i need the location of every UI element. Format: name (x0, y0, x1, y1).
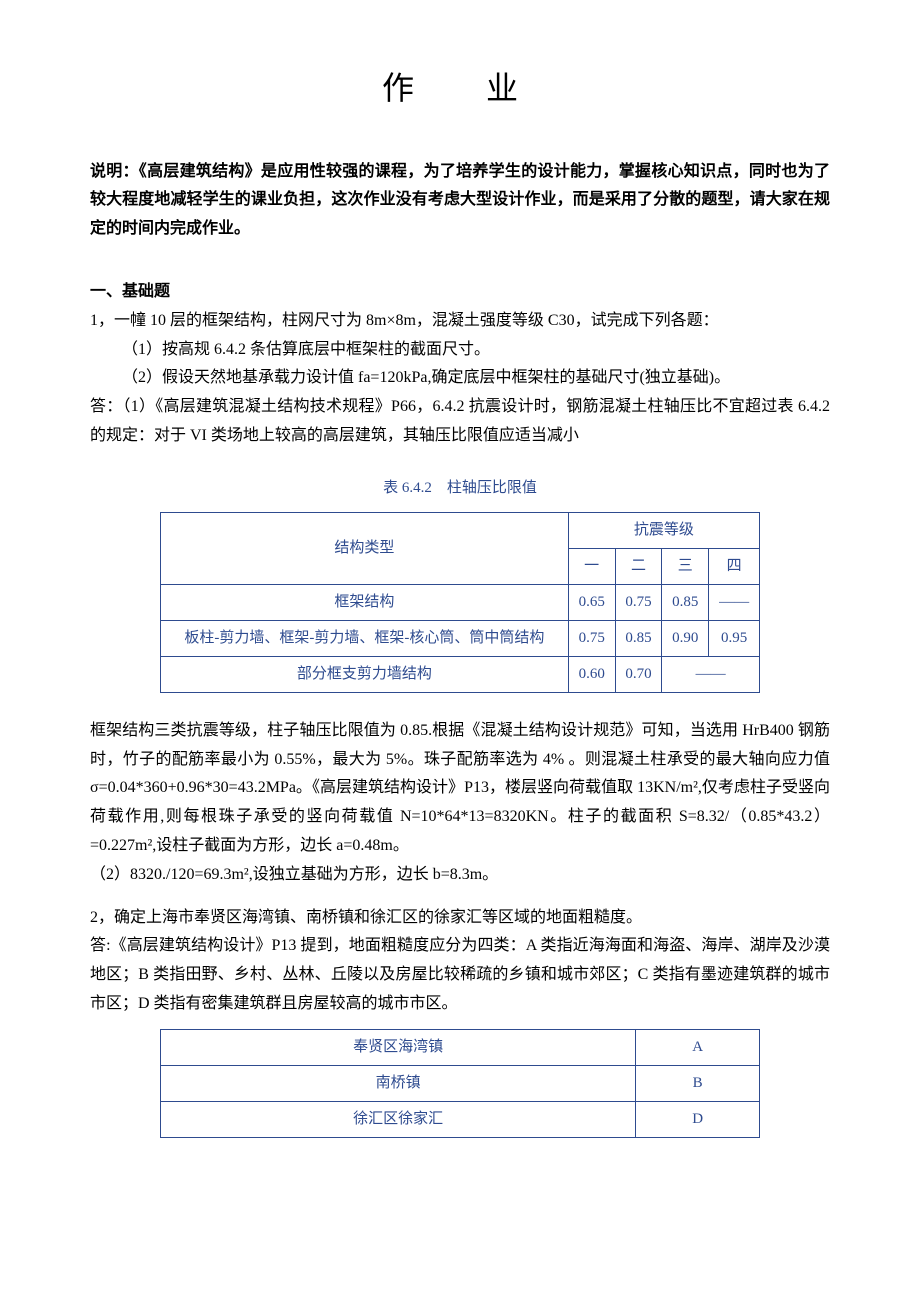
cell: 0.90 (662, 620, 709, 656)
row-name: 部分框支剪力墙结构 (161, 656, 569, 692)
table-row: 奉贤区海湾镇 A (161, 1029, 760, 1065)
header-struct-type: 结构类型 (161, 512, 569, 584)
cell: 0.75 (615, 584, 662, 620)
cell: 0.70 (615, 656, 662, 692)
cell-region: 奉贤区海湾镇 (161, 1029, 636, 1065)
row-name: 板柱-剪力墙、框架-剪力墙、框架-核心筒、筒中筒结构 (161, 620, 569, 656)
roughness-table: 奉贤区海湾镇 A 南桥镇 B 徐汇区徐家汇 D (160, 1029, 760, 1138)
question-1-sub1: （1）按高规 6.4.2 条估算底层中框架柱的截面尺寸。 (90, 336, 830, 365)
intro-paragraph: 说明：《高层建筑结构》是应用性较强的课程，为了培养学生的设计能力，掌握核心知识点… (90, 158, 830, 244)
cell-region: 南桥镇 (161, 1065, 636, 1101)
col-level-2: 二 (615, 548, 662, 584)
cell-class: D (636, 1101, 760, 1137)
answer-1-part2b: （2）8320./120=69.3m²,设独立基础为方形，边长 b=8.3m。 (90, 861, 830, 890)
cell: 0.60 (568, 656, 615, 692)
col-level-3: 三 (662, 548, 709, 584)
table-642: 结构类型 抗震等级 一 二 三 四 框架结构 0.65 0.75 0.85 ——… (160, 512, 760, 693)
cell-class: B (636, 1065, 760, 1101)
header-seismic-level: 抗震等级 (568, 512, 759, 548)
cell: —— (709, 584, 760, 620)
cell: 0.75 (568, 620, 615, 656)
table-642-caption: 表 6.4.2 柱轴压比限值 (90, 475, 830, 502)
answer-1-part1: 答：（1）《高层建筑混凝土结构技术规程》P66，6.4.2 抗震设计时，钢筋混凝… (90, 393, 830, 451)
section-1-header: 一、基础题 (90, 278, 830, 307)
cell-region: 徐汇区徐家汇 (161, 1101, 636, 1137)
row-name: 框架结构 (161, 584, 569, 620)
page-title: 作 业 (90, 60, 830, 118)
question-1-stem: 1，一幢 10 层的框架结构，柱网尺寸为 8m×8m，混凝土强度等级 C30，试… (90, 307, 830, 336)
answer-1-part2a: 框架结构三类抗震等级，柱子轴压比限值为 0.85.根据《混凝土结构设计规范》可知… (90, 717, 830, 861)
cell: 0.85 (662, 584, 709, 620)
cell: —— (662, 656, 760, 692)
table-row: 框架结构 0.65 0.75 0.85 —— (161, 584, 760, 620)
cell-class: A (636, 1029, 760, 1065)
question-1-sub2: （2）假设天然地基承载力设计值 fa=120kPa,确定底层中框架柱的基础尺寸(… (90, 364, 830, 393)
table-row: 结构类型 抗震等级 (161, 512, 760, 548)
cell: 0.65 (568, 584, 615, 620)
question-2-stem: 2，确定上海市奉贤区海湾镇、南桥镇和徐汇区的徐家汇等区域的地面粗糙度。 (90, 904, 830, 933)
cell: 0.95 (709, 620, 760, 656)
table-row: 部分框支剪力墙结构 0.60 0.70 —— (161, 656, 760, 692)
table-row: 南桥镇 B (161, 1065, 760, 1101)
table-row: 徐汇区徐家汇 D (161, 1101, 760, 1137)
answer-2: 答:《高层建筑结构设计》P13 提到，地面粗糙度应分为四类：A 类指近海海面和海… (90, 932, 830, 1018)
table-row: 板柱-剪力墙、框架-剪力墙、框架-核心筒、筒中筒结构 0.75 0.85 0.9… (161, 620, 760, 656)
col-level-1: 一 (568, 548, 615, 584)
col-level-4: 四 (709, 548, 760, 584)
cell: 0.85 (615, 620, 662, 656)
